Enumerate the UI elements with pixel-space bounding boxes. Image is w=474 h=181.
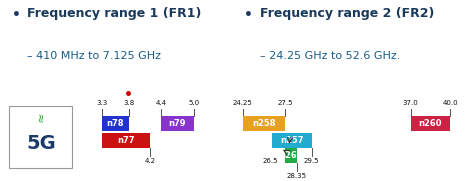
Text: n260: n260 [419,119,442,128]
Text: •: • [244,8,253,22]
Text: 29.5: 29.5 [304,158,319,164]
Text: n258: n258 [252,119,276,128]
Bar [161,116,193,131]
Bar [243,116,285,131]
Text: 3.3: 3.3 [96,100,107,106]
Text: •: • [12,8,21,22]
Text: 5.0: 5.0 [188,100,199,106]
Text: Frequency range 1 (FR1): Frequency range 1 (FR1) [27,7,202,20]
Text: n77: n77 [117,136,135,145]
Text: 4.4: 4.4 [155,100,167,106]
FancyBboxPatch shape [9,106,73,168]
Text: n79: n79 [169,119,186,128]
Bar [410,116,450,131]
Text: ≈: ≈ [35,111,47,121]
Text: – 410 MHz to 7.125 GHz: – 410 MHz to 7.125 GHz [27,51,162,61]
Text: 28.35: 28.35 [287,173,307,179]
Text: n78: n78 [107,119,124,128]
Bar [272,133,312,148]
Text: 26.5: 26.5 [262,158,278,164]
Text: nG: nG [40,137,42,138]
Text: n261: n261 [279,151,303,160]
Text: 37.0: 37.0 [402,100,419,106]
Text: 24.25: 24.25 [233,100,253,106]
Bar [285,148,297,163]
Bar [101,133,150,148]
Text: 3.8: 3.8 [123,100,134,106]
Text: – 24.25 GHz to 52.6 GHz.: – 24.25 GHz to 52.6 GHz. [260,51,400,61]
Text: 27.5: 27.5 [278,100,293,106]
Text: n257: n257 [280,136,304,145]
Text: 40.0: 40.0 [442,100,458,106]
Text: Frequency range 2 (FR2): Frequency range 2 (FR2) [260,7,434,20]
Text: 4.2: 4.2 [145,158,156,164]
Bar [101,116,129,131]
Text: 5G: 5G [26,134,56,153]
